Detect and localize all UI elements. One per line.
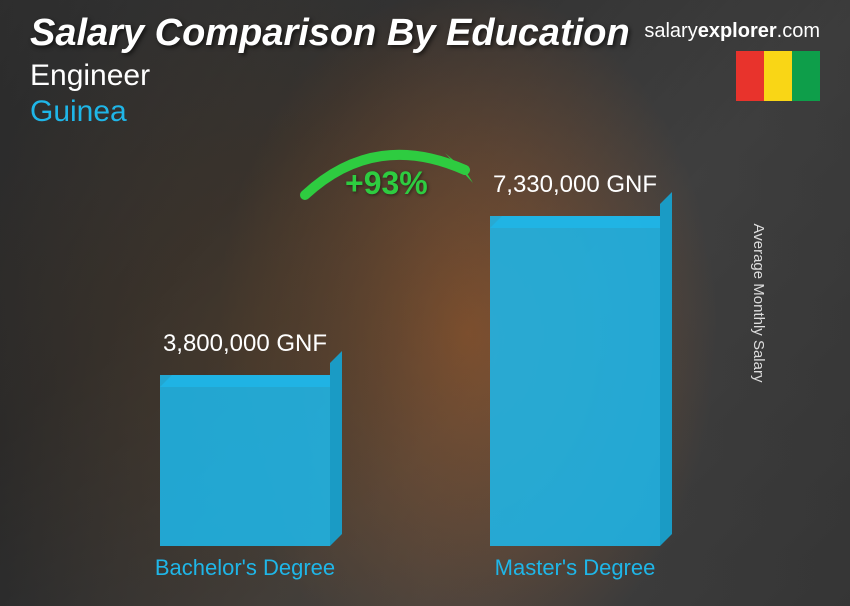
flag-stripe-3 <box>792 51 820 101</box>
bar-value-label: 7,330,000 GNF <box>493 171 657 199</box>
bar-category-label: Bachelor's Degree <box>155 555 335 581</box>
y-axis-label: Average Monthly Salary <box>750 224 767 383</box>
subtitle-role: Engineer <box>30 59 630 93</box>
flag-stripe-1 <box>736 51 764 101</box>
chart-area: 3,800,000 GNF Bachelor's Degree 7,330,00… <box>50 150 780 586</box>
bar-bachelors: 3,800,000 GNF Bachelor's Degree <box>160 375 330 546</box>
brand-word-2: explorer <box>698 20 777 42</box>
subtitle-country: Guinea <box>30 95 630 129</box>
page-title: Salary Comparison By Education <box>30 12 630 55</box>
country-flag-icon <box>736 51 820 101</box>
bar-3d-shape <box>160 375 330 546</box>
bar-front-face <box>160 375 330 546</box>
bar-category-label: Master's Degree <box>495 555 656 581</box>
brand-word-1: salary <box>644 20 697 42</box>
brand-text: salaryexplorer.com <box>644 20 820 43</box>
bar-front-face <box>490 216 660 546</box>
percent-change-badge: +93% <box>345 165 428 202</box>
bar-side-face <box>660 192 672 546</box>
bar-masters: 7,330,000 GNF Master's Degree <box>490 216 660 546</box>
bar-3d-shape <box>490 216 660 546</box>
bar-side-face <box>330 351 342 546</box>
header: Salary Comparison By Education Engineer … <box>30 12 630 129</box>
brand-suffix: .com <box>777 20 820 42</box>
bar-value-label: 3,800,000 GNF <box>163 330 327 358</box>
brand-block: salaryexplorer.com <box>644 20 820 106</box>
flag-stripe-2 <box>764 51 792 101</box>
